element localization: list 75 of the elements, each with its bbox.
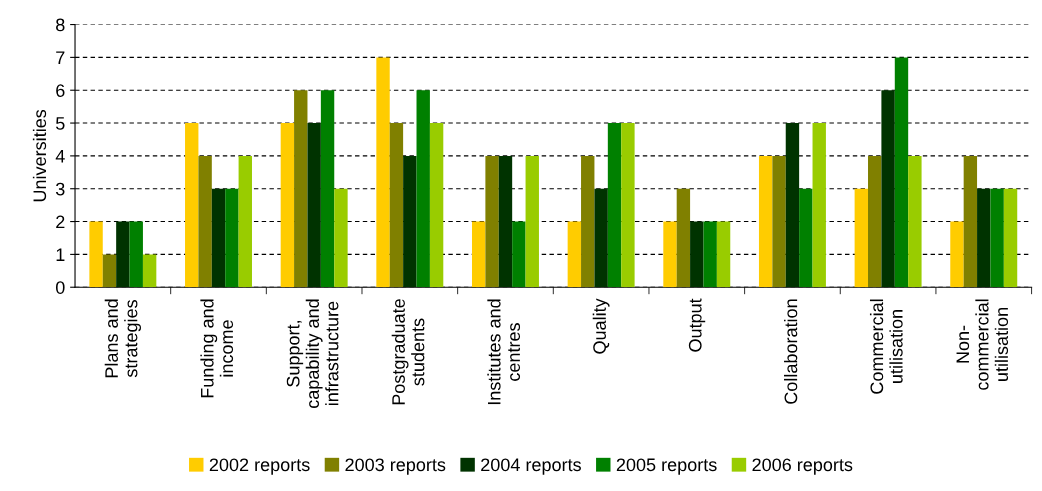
bar <box>498 155 513 288</box>
bar <box>416 90 430 288</box>
bar <box>990 188 1004 288</box>
legend-label: 2004 reports <box>481 458 581 475</box>
bar <box>334 188 348 288</box>
y-tick-label: 5 <box>55 117 65 130</box>
bar <box>716 221 731 288</box>
bar <box>429 123 444 288</box>
bar <box>198 155 212 288</box>
bar <box>512 221 526 288</box>
bar <box>581 155 595 288</box>
y-tick-label: 7 <box>56 51 65 64</box>
bar <box>142 254 157 288</box>
bar <box>868 155 882 288</box>
y-tick-label: 6 <box>56 84 65 97</box>
bar <box>238 155 252 288</box>
bar <box>525 155 539 288</box>
y-tick-label: 1 <box>56 248 65 261</box>
x-tick-label: Institutes and centres <box>487 299 521 405</box>
y-tick-label: 3 <box>55 182 65 196</box>
bar <box>676 188 691 288</box>
bar <box>403 155 417 288</box>
bar <box>785 123 800 288</box>
bar <box>185 123 199 288</box>
legend-label: 2003 reports <box>345 458 446 475</box>
x-tick-label: Funding and income <box>200 299 234 398</box>
bar <box>485 155 499 288</box>
bar <box>471 221 486 288</box>
bar <box>812 123 826 288</box>
bar <box>690 221 704 288</box>
x-tick-label: Plans and strategies <box>104 299 141 378</box>
bar <box>102 254 117 288</box>
y-tick-label: 0 <box>55 281 65 294</box>
bar <box>881 90 895 288</box>
x-tick-label: Non- commercial utilisation <box>956 299 1009 390</box>
bar <box>594 188 608 288</box>
legend-label: 2005 reports <box>616 458 717 475</box>
bar <box>307 123 321 288</box>
bar <box>977 188 991 288</box>
bar <box>320 90 335 288</box>
bar <box>116 221 130 288</box>
x-tick-label: Postgraduate students <box>391 299 425 405</box>
bar <box>854 188 869 288</box>
bar <box>211 188 226 288</box>
bar <box>772 155 786 288</box>
x-tick-label: Collaboration <box>784 299 798 404</box>
y-tick-label: 8 <box>56 18 65 32</box>
bar <box>963 155 978 288</box>
bar <box>129 221 143 288</box>
bar <box>376 57 390 288</box>
bar <box>280 123 295 288</box>
bar <box>225 188 239 288</box>
bar <box>950 221 964 288</box>
x-tick-label: Commercial utilisation <box>869 299 903 394</box>
bar <box>894 57 909 288</box>
bar <box>703 221 717 288</box>
legend-label: 2002 reports <box>209 458 310 475</box>
x-tick-label: Quality <box>592 298 610 354</box>
bar <box>89 221 103 288</box>
bar <box>567 221 582 288</box>
y-tick-label: 2 <box>56 215 65 229</box>
bar <box>389 123 404 288</box>
bar <box>758 155 773 288</box>
y-tick-label: 4 <box>55 150 65 163</box>
x-tick-label: Output <box>688 298 706 352</box>
y-axis-title: Universities <box>32 109 47 202</box>
bar <box>663 221 677 288</box>
bar <box>1003 188 1018 288</box>
bar <box>908 155 922 288</box>
x-tick-label: Support, capability and infrastructure <box>286 299 339 408</box>
bar <box>294 90 308 288</box>
legend-label: 2006 reports <box>752 458 853 475</box>
bar <box>621 123 635 288</box>
bar <box>799 188 813 288</box>
bar <box>607 123 622 288</box>
